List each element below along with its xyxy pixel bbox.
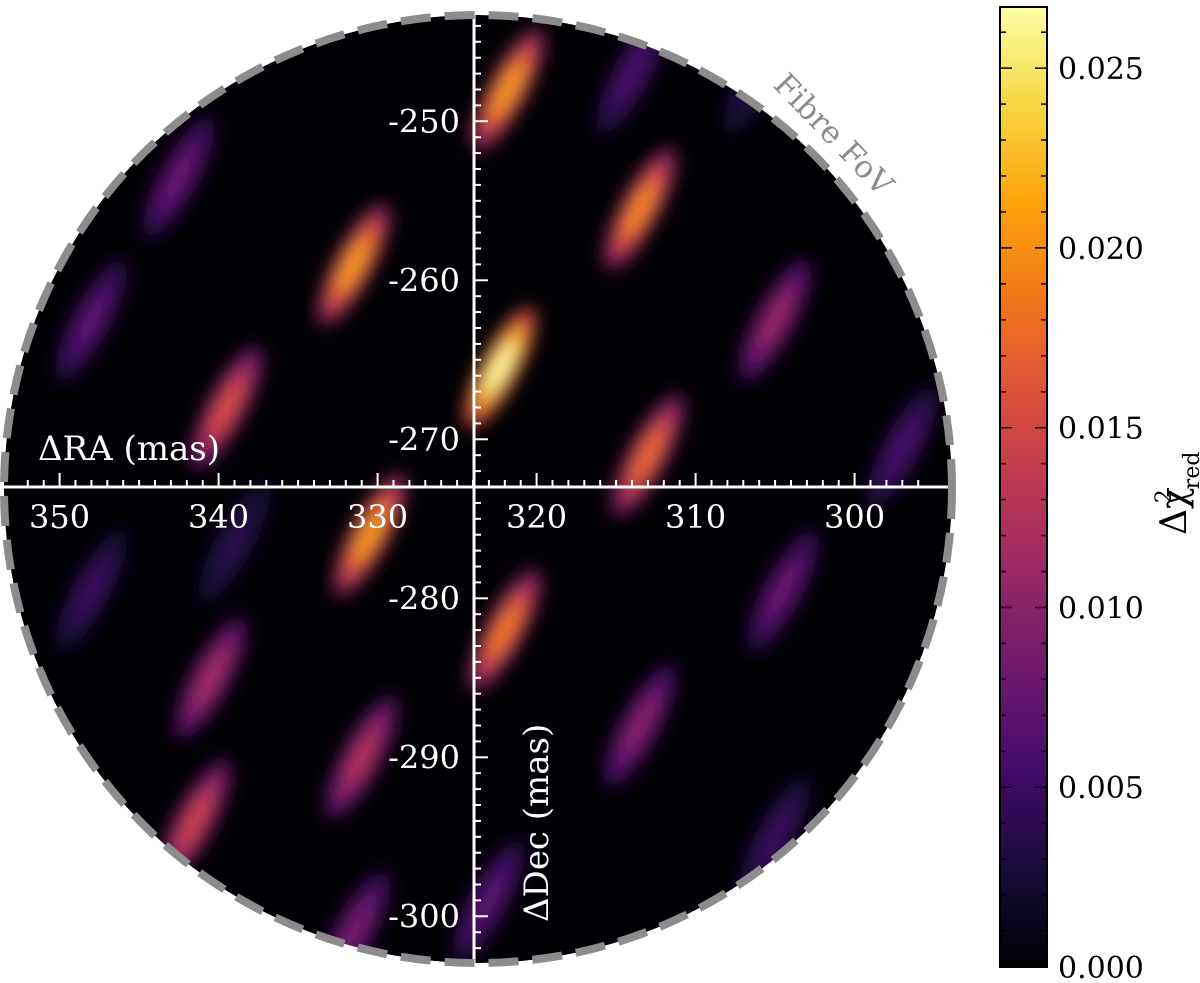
y-tick-label: -280 — [388, 579, 460, 617]
y-tick-label: -250 — [388, 102, 460, 140]
heatmap-blobs — [55, 15, 939, 963]
heatmap-blob-layer — [337, 237, 370, 292]
heatmap-blob — [463, 307, 537, 429]
heatmap-blob — [142, 116, 215, 238]
heatmap-blob — [55, 529, 128, 652]
heatmap-area — [4, 15, 952, 963]
colorbar-label-sup: 2 — [1152, 489, 1177, 503]
heatmap-blob-layer — [615, 46, 649, 101]
heatmap-blob-layer — [178, 793, 211, 849]
y-axis-label: ΔDec (mas) — [517, 724, 557, 922]
heatmap-blob — [471, 28, 545, 151]
x-tick-label: 300 — [824, 498, 885, 536]
heatmap-blob-layer — [345, 729, 378, 785]
heatmap-blob-layer — [623, 698, 657, 753]
colorbar-tick-label: 0.020 — [1058, 232, 1144, 267]
x-axis-label: ΔRA (mas) — [38, 429, 220, 469]
heatmap-blob — [746, 529, 820, 652]
heatmap-blob-layer — [194, 650, 227, 706]
y-tick-label: -300 — [388, 897, 460, 935]
colorbar-ticks — [1000, 31, 1047, 968]
heatmap-blob-layer — [758, 292, 792, 348]
heatmap-blob-layer — [210, 380, 243, 435]
heatmap-blob-layer — [623, 181, 657, 237]
y-tick-label: -260 — [388, 261, 460, 299]
colorbar-tick-labels: 0.000 0.005 0.010 0.015 0.020 0.025 — [1058, 52, 1144, 983]
axis-ticks — [26, 24, 920, 950]
colorbar-label-sub: red — [1180, 452, 1200, 490]
heatmap-blob-layer — [766, 563, 800, 618]
colorbar-label-main: Δχ — [1154, 487, 1195, 535]
y-tick-label: -270 — [388, 420, 460, 458]
heatmap-blob — [739, 776, 812, 898]
heatmap-blob-layer — [75, 563, 108, 618]
colorbar-tick-label: 0.010 — [1058, 591, 1144, 626]
heatmap-blob-layer — [483, 340, 517, 396]
heatmap-blob — [739, 259, 812, 381]
heatmap-blob-layer — [75, 292, 108, 348]
x-tick-label: 340 — [188, 498, 249, 536]
x-tick-label: 320 — [506, 498, 567, 536]
x-tick-label: 310 — [665, 498, 726, 536]
heatmap-blob-layer — [218, 515, 251, 570]
colorbar-gradient — [999, 6, 1048, 968]
colorbar-tick-label: 0.025 — [1058, 52, 1144, 87]
x-tick-labels: 350 340 330 320 310 300 — [29, 498, 885, 536]
y-tick-labels: -250 -260 -270 -280 -290 -300 — [388, 102, 460, 935]
fibre-fov-circle — [0, 11, 956, 967]
colorbar-tick-label: 0.015 — [1058, 412, 1144, 447]
x-tick-label: 350 — [29, 498, 90, 536]
heatmap-blob — [55, 259, 128, 381]
colorbar-label: Δχ2red — [1152, 452, 1200, 535]
heatmap-blob — [866, 386, 939, 508]
y-tick-label: -290 — [388, 738, 460, 776]
heatmap-blob — [190, 346, 263, 469]
heatmap-blob-layer — [758, 809, 792, 865]
heatmap-blob — [333, 474, 406, 596]
heatmap-blob — [198, 481, 271, 604]
heatmap-blob-layer — [162, 149, 196, 205]
heatmap-blob — [174, 617, 247, 739]
colorbar-tick-label: 0.000 — [1058, 951, 1144, 983]
heatmap-blob — [317, 203, 390, 326]
heatmap-blob — [452, 839, 525, 962]
heatmap-blob — [603, 148, 677, 270]
heatmap-background — [4, 15, 952, 963]
heatmap-blob — [325, 696, 398, 818]
heatmap-blob-layer — [472, 873, 506, 928]
colorbar: 0.000 0.005 0.010 0.015 0.020 0.025 Δχ2red — [999, 6, 1200, 983]
x-tick-label: 330 — [347, 498, 408, 536]
heatmap-blob — [603, 664, 677, 787]
heatmap-blob-layer — [491, 62, 525, 117]
heatmap-blob-layer — [631, 427, 665, 483]
heatmap-blob-layer — [488, 602, 522, 658]
heatmap-blob — [468, 569, 541, 691]
heatmap-blob-layer — [353, 507, 386, 563]
colorbar-tick-label: 0.005 — [1058, 771, 1144, 806]
heatmap-blob-layer — [886, 419, 919, 475]
